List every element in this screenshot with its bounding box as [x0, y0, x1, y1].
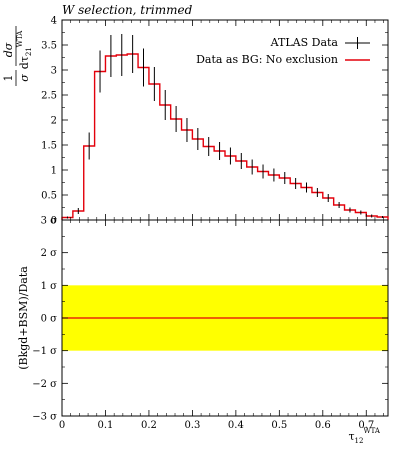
bottom-ytick-label: −1 σ: [32, 346, 57, 357]
top-ytick-label: 0: [51, 216, 57, 227]
xtick-label: 0.2: [141, 420, 157, 431]
bottom-ytick-label: −2 σ: [32, 379, 57, 390]
xtick-label: 0.5: [271, 420, 287, 431]
bottom-ytick-label: 3 σ: [41, 216, 58, 227]
ylabel-numerator: 1: [2, 75, 15, 82]
top-ytick-label: 4: [51, 16, 57, 27]
top-ytick-label: 3.5: [41, 41, 57, 52]
bottom-panel: −3 σ −2 σ −1 σ 0 σ 1 σ 2 σ 3 σ 0 0.1 0.2 0.3 0.4 0.…: [32, 20, 389, 431]
xtick-label: 0.3: [184, 420, 200, 431]
xtick-label: 0.6: [315, 420, 331, 431]
ylabel-d-sigma: dσ: [2, 42, 15, 57]
legend-item-data-as-bg: Data as BG: No exclusion: [196, 53, 338, 66]
bottom-y-ticks: −3 σ −2 σ −1 σ 0 σ 1 σ 2 σ 3 σ: [32, 216, 388, 423]
bottom-ytick-label: 2 σ: [41, 248, 58, 259]
chart-title: W selection, trimmed: [62, 3, 193, 17]
legend: ATLAS Data Data as BG: No exclusion: [196, 36, 370, 66]
xtick-label: 0: [59, 420, 65, 431]
top-ytick-label: 2.5: [41, 91, 57, 102]
bottom-ytick-label: −3 σ: [32, 412, 57, 423]
bottom-y-axis-label: (Bkgd+BSM)/Data: [17, 266, 30, 370]
series-data-as-bg: [61, 53, 389, 220]
top-y-axis-label: 1 σ dσ dτ21WTA: [2, 26, 33, 86]
top-ytick-label: 3: [51, 66, 57, 77]
top-y-ticks: 0 0.5 1 1.5 2 2.5 3 3.5 4: [41, 16, 388, 227]
bottom-ytick-label: 1 σ: [41, 281, 58, 292]
top-ytick-label: 1.5: [41, 141, 57, 152]
top-ytick-label: 1: [51, 166, 57, 177]
xtick-label: 0.1: [98, 420, 114, 431]
x-ticks: 0 0.1 0.2 0.3 0.4 0.5 0.6 0.7: [59, 20, 384, 431]
top-error-bars: [66, 34, 384, 219]
bottom-panel-frame: [61, 219, 389, 417]
top-ytick-label: 2: [51, 116, 57, 127]
top-histogram: [61, 53, 389, 220]
ylabel-d-tau: dτ21WTA: [16, 30, 33, 70]
bottom-ytick-label: 0 σ: [41, 314, 58, 325]
xtick-label: 0.7: [358, 420, 374, 431]
top-ytick-label: 0.5: [41, 191, 57, 202]
xtick-label: 0.4: [228, 420, 244, 431]
legend-item-atlas-data: ATLAS Data: [270, 36, 339, 49]
ylabel-denominator: σ: [18, 74, 31, 82]
